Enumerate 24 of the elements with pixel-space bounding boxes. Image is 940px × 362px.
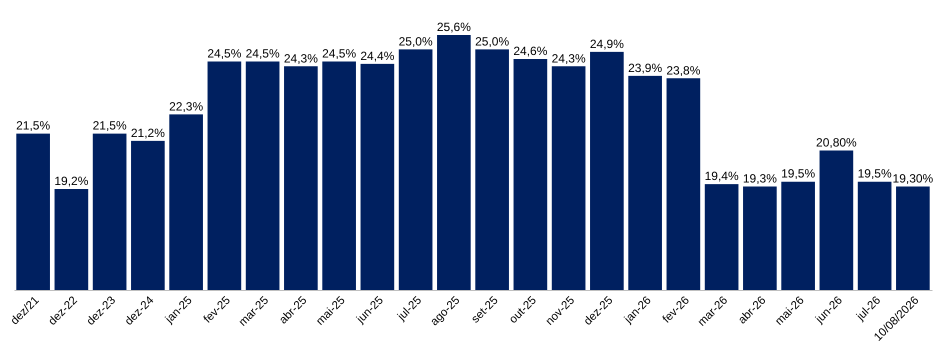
data-label: 22,3% — [169, 99, 204, 114]
data-label: 19,5% — [858, 166, 892, 181]
data-label: 24,5% — [322, 46, 356, 60]
data-label: 19,30% — [892, 172, 934, 186]
data-label: 20,80% — [816, 135, 858, 150]
data-label: 19,4% — [704, 169, 739, 184]
data-label: 24,3% — [552, 51, 586, 66]
data-label: 19,3% — [742, 172, 778, 186]
data-label: 23,9% — [628, 60, 662, 75]
data-label: 19,2% — [54, 174, 89, 188]
data-label: 19,5% — [781, 166, 816, 181]
data-label: 25,0% — [398, 34, 433, 48]
data-label: 21,2% — [130, 126, 166, 140]
data-label: 25,0% — [475, 34, 510, 48]
data-label: 24,3% — [284, 51, 318, 66]
data-label: 24,5% — [246, 46, 280, 60]
data-label: 23,8% — [666, 63, 701, 78]
data-label: 24,6% — [513, 44, 548, 58]
data-label: 24,5% — [207, 46, 242, 60]
data-label: 25,6% — [436, 20, 472, 34]
data-label: 21,5% — [16, 118, 50, 133]
data-label: 21,5% — [92, 118, 127, 133]
data-label: 24,9% — [590, 36, 624, 51]
data-label: 24,4% — [360, 48, 395, 63]
